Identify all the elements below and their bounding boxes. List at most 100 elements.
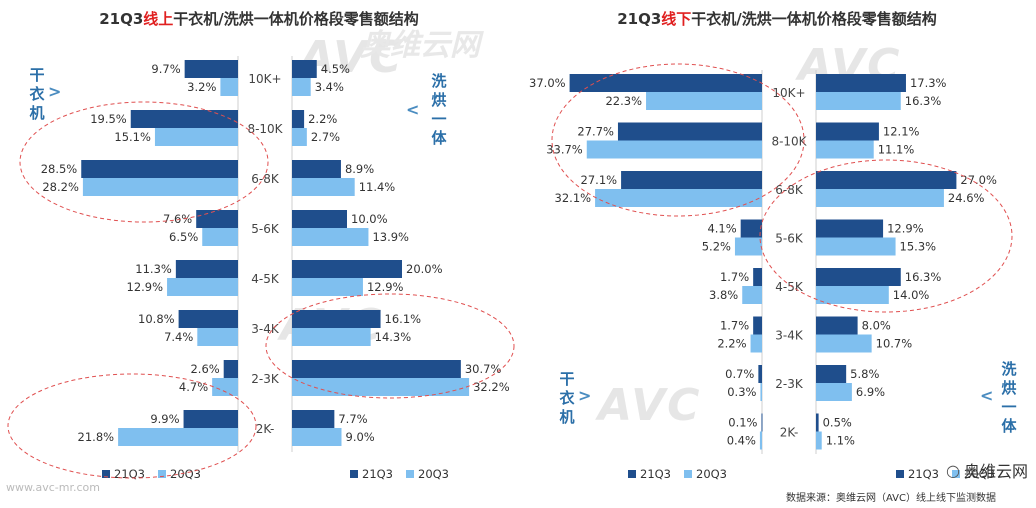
dryer-bar-21q3 (753, 268, 762, 286)
washer-dryer-label-21q3: 17.3% (910, 76, 947, 90)
washer-dryer-bar-20q3 (292, 278, 363, 296)
wechat-badge: ○ 奥维云网 (946, 458, 1028, 482)
washer-dryer-bar-21q3 (292, 310, 381, 328)
washer-dryer-bar-20q3 (816, 140, 874, 159)
legend-swatch-21q3 (896, 470, 904, 478)
category-label: 10K+ (772, 86, 805, 100)
legend-label-20q3: 20Q3 (418, 467, 449, 481)
legend-label-21q3: 21Q3 (362, 467, 393, 481)
dryer-group-label: 干衣机 (559, 370, 575, 426)
dryer-label-21q3: 27.1% (581, 173, 618, 187)
washer-dryer-label-20q3: 24.6% (948, 191, 985, 205)
category-label: 10K+ (248, 72, 281, 86)
legend-swatch-20q3 (684, 470, 692, 478)
washer-dryer-label-20q3: 32.2% (473, 380, 510, 394)
washer-dryer-bar-21q3 (816, 122, 879, 141)
dryer-bar-21q3 (184, 60, 238, 78)
dryer-label-20q3: 15.1% (114, 130, 151, 144)
washer-dryer-bar-21q3 (816, 171, 957, 189)
dryer-bar-20q3 (750, 334, 762, 353)
washer-dryer-bar-20q3 (292, 178, 355, 196)
washer-dryer-label-21q3: 2.2% (308, 112, 337, 126)
category-label: 2-3K (251, 372, 280, 386)
legend-label-20q3: 20Q3 (696, 467, 727, 481)
dryer-bar-21q3 (178, 310, 238, 328)
dryer-label-21q3: 19.5% (90, 112, 127, 126)
dryer-label-20q3: 4.7% (179, 380, 208, 394)
dryer-bar-21q3 (569, 74, 762, 92)
highlight-ellipse (759, 159, 1013, 313)
washer-dryer-label-20q3: 16.3% (905, 94, 942, 108)
dryer-label-21q3: 1.7% (720, 270, 749, 284)
butterfly-chart: 10K+ 37.0% 22.3% 17.3% 16.3% 8-10K 27.7% 33.7% 1… (529, 63, 1013, 481)
highlight-ellipse (265, 293, 515, 399)
dryer-label-20q3: 28.2% (42, 180, 79, 194)
chevron-right-icon: > (48, 82, 62, 101)
dryer-label-21q3: 0.7% (725, 367, 754, 381)
legend-swatch-21q3 (102, 470, 110, 478)
chevron-right-icon: > (578, 386, 592, 405)
dryer-label-21q3: 9.7% (151, 62, 180, 76)
category-label: 5-6K (775, 232, 804, 246)
dryer-bar-21q3 (758, 365, 762, 383)
legend-label-21q3: 21Q3 (908, 467, 939, 481)
washer-dryer-bar-21q3 (292, 410, 335, 428)
dryer-label-21q3: 28.5% (41, 162, 78, 176)
dryer-label-20q3: 0.3% (727, 385, 756, 399)
dryer-bar-21q3 (81, 160, 238, 178)
washer-dryer-bar-21q3 (292, 160, 341, 178)
dryer-bar-21q3 (223, 360, 238, 378)
dryer-bar-21q3 (621, 171, 762, 189)
legend-label-21q3: 21Q3 (114, 467, 145, 481)
category-label: 6-8K (251, 172, 280, 186)
washer-dryer-bar-20q3 (292, 428, 342, 446)
dryer-bar-20q3 (734, 237, 762, 256)
washer-dryer-label-21q3: 0.5% (823, 416, 852, 430)
washer-dryer-label-20q3: 2.7% (311, 130, 340, 144)
legend-swatch-20q3 (158, 470, 166, 478)
dryer-label-20q3: 6.5% (169, 230, 198, 244)
washer-dryer-label-21q3: 7.7% (338, 412, 367, 426)
category-label: 2K- (780, 426, 799, 440)
dryer-bar-20q3 (212, 378, 238, 396)
washer-dryer-bar-21q3 (816, 74, 906, 92)
category-label: 2K- (256, 422, 275, 436)
dryer-bar-20q3 (167, 278, 238, 296)
dryer-bar-20q3 (202, 228, 238, 246)
online-chart-panel: AVC 奥维云网 AVC 21Q3线上干衣机/洗烘一体机价格段零售额结构 干衣机… (6, 10, 515, 494)
dryer-label-20q3: 3.2% (187, 80, 216, 94)
washer-dryer-label-21q3: 8.0% (862, 319, 891, 333)
dryer-label-20q3: 21.8% (78, 430, 115, 444)
washer-dryer-label-20q3: 6.9% (856, 385, 885, 399)
legend-label-20q3: 20Q3 (964, 467, 995, 481)
washer-dryer-label-21q3: 12.1% (883, 125, 920, 139)
washer-dryer-label-20q3: 15.3% (900, 240, 937, 254)
wechat-label: 奥维云网 (963, 462, 1028, 481)
washer-dryer-bar-21q3 (816, 413, 819, 432)
washer-dryer-label-21q3: 4.5% (321, 62, 350, 76)
dryer-bar-20q3 (197, 328, 238, 346)
washer-dryer-bar-21q3 (292, 110, 305, 128)
washer-dryer-bar-21q3 (292, 360, 461, 378)
dryer-label-20q3: 32.1% (555, 191, 592, 205)
watermark-url: www.avc-mr.com (6, 481, 100, 494)
dryer-bar-20q3 (82, 178, 239, 196)
washer-dryer-label-21q3: 10.0% (351, 212, 388, 226)
washer-dryer-bar-20q3 (292, 378, 470, 396)
dryer-bar-21q3 (753, 316, 762, 335)
washer-dryer-bar-20q3 (816, 286, 889, 304)
dryer-label-21q3: 4.1% (707, 222, 736, 236)
dryer-label-21q3: 9.9% (150, 412, 179, 426)
category-label: 8-10K (247, 122, 283, 136)
washer-dryer-bar-20q3 (292, 128, 307, 146)
dryer-bar-21q3 (617, 122, 762, 141)
washer-dryer-bar-20q3 (816, 383, 852, 401)
washer-dryer-group-label: 洗烘一体 (431, 72, 447, 147)
dryer-bar-21q3 (183, 410, 238, 428)
chart-title: 21Q3线上干衣机/洗烘一体机价格段零售额结构 (99, 10, 419, 28)
dryer-label-21q3: 2.6% (190, 362, 219, 376)
washer-dryer-label-20q3: 14.0% (893, 288, 930, 302)
dryer-bar-20q3 (760, 383, 762, 401)
category-label: 6-8K (775, 183, 804, 197)
washer-dryer-label-20q3: 11.1% (878, 143, 915, 157)
